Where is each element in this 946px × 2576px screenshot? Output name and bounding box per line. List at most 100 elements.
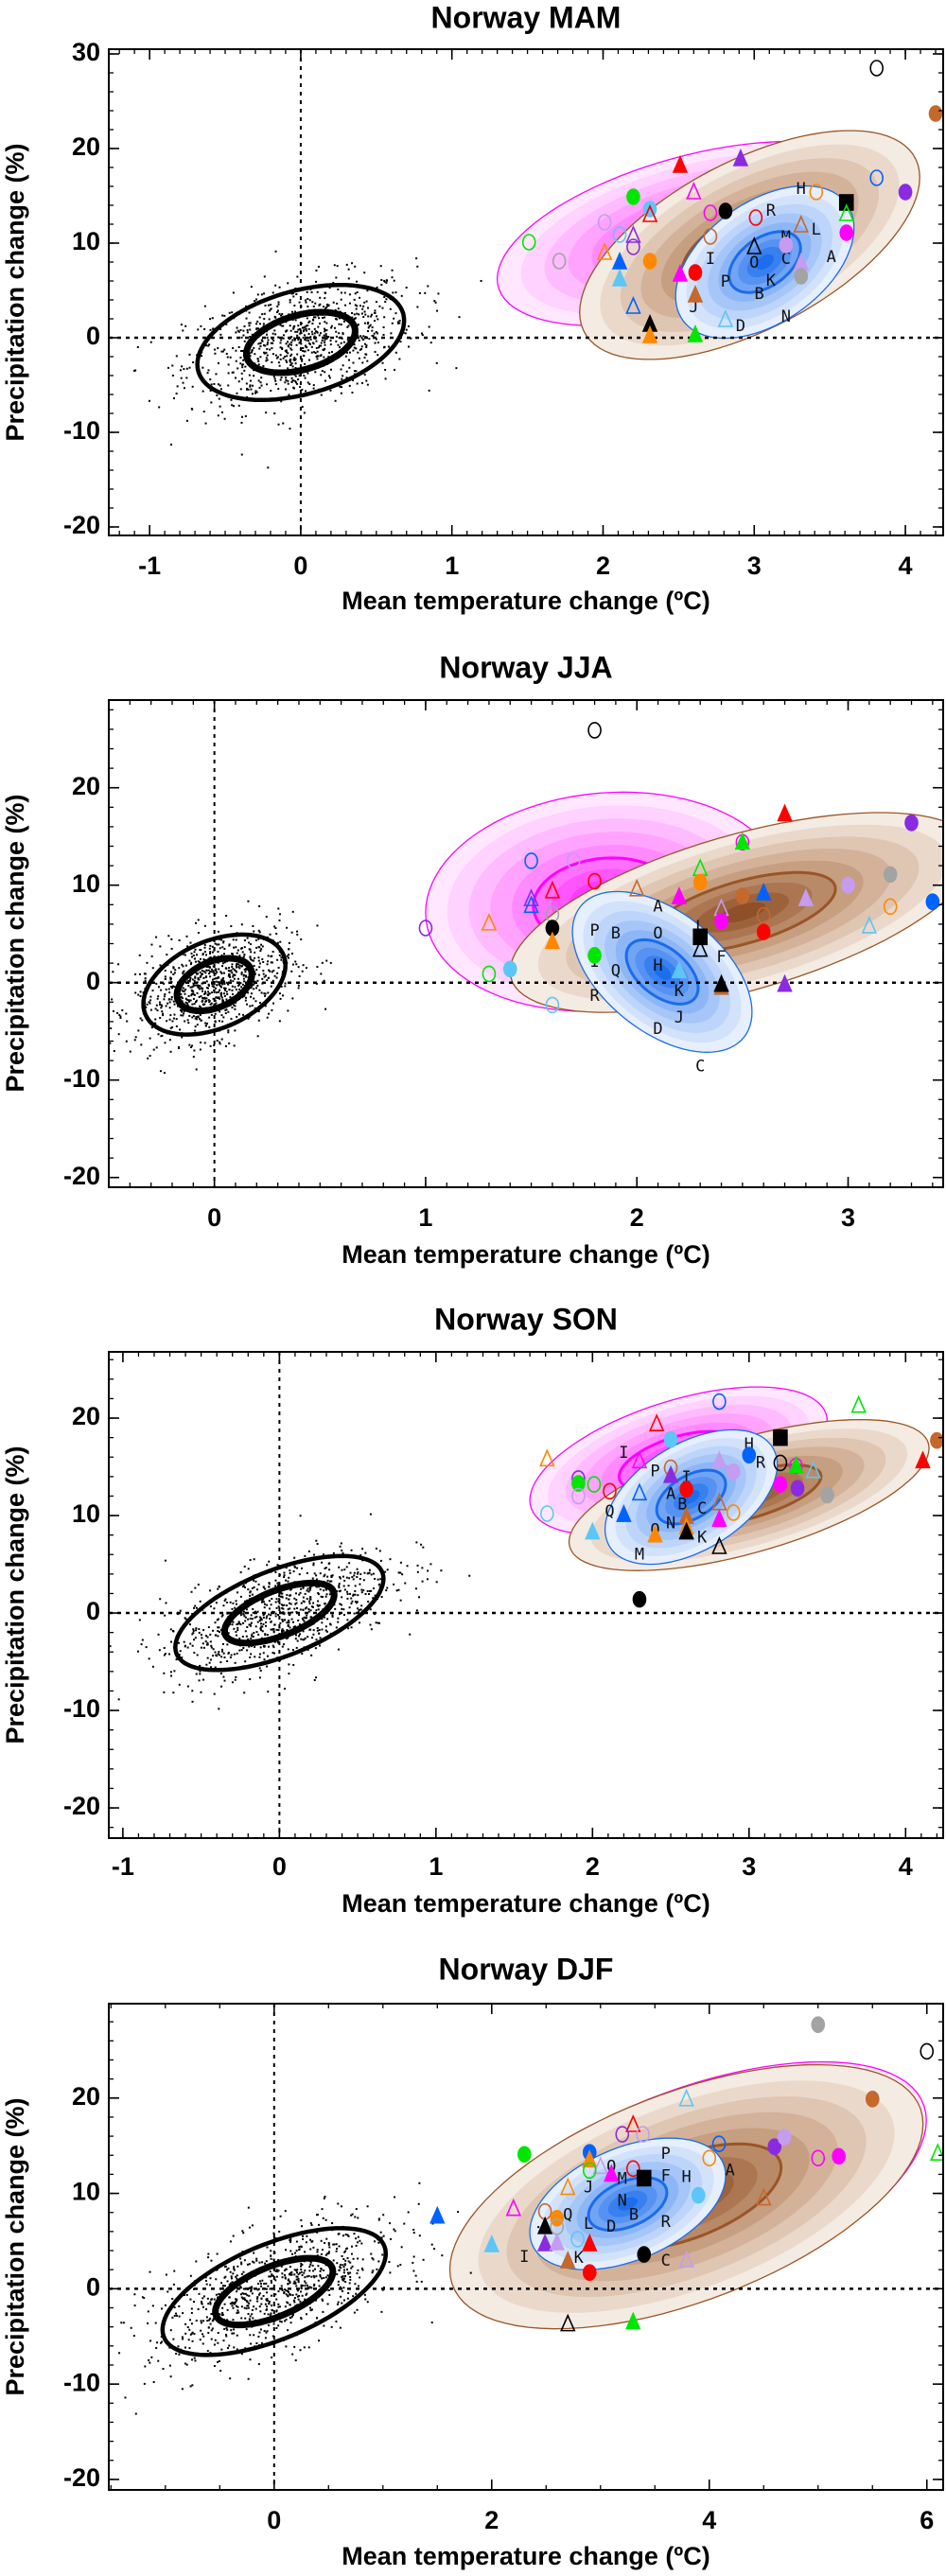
noise-point [209,1658,212,1661]
noise-point [367,326,370,329]
noise-point [213,1043,216,1046]
noise-point [323,1589,325,1592]
noise-point [391,269,394,272]
noise-point [122,2322,125,2324]
noise-point [307,1550,310,1552]
noise-point [353,2311,356,2314]
noise-point [351,1576,354,1579]
noise-point [239,2286,242,2288]
noise-point [293,357,296,359]
model-letter: A [827,248,836,267]
noise-point [244,1616,247,1619]
noise-point [351,391,354,394]
noise-point [216,2252,219,2255]
noise-point [167,1653,170,1656]
noise-point [279,354,282,357]
noise-point [296,330,299,333]
noise-point [371,2271,374,2274]
noise-point [420,1543,423,1546]
noise-point [342,375,344,377]
noise-point [268,2324,271,2327]
y-tick-label: 20 [72,1402,100,1430]
noise-point [293,2345,296,2348]
noise-point [235,2301,237,2304]
noise-point [293,1556,296,1559]
marker-circle-purple-filled [904,814,919,832]
noise-point [264,2303,267,2305]
noise-point [436,309,439,312]
noise-point [227,1632,230,1635]
panel-title: Norway SON [434,1302,618,1336]
noise-point [396,2265,399,2268]
noise-point [335,276,338,279]
noise-point [233,2266,236,2269]
noise-point [297,2279,300,2282]
noise-point [304,1554,307,1557]
noise-point [209,944,212,947]
noise-point [344,2281,347,2284]
noise-point [293,1565,296,1568]
noise-point [282,994,285,997]
noise-point [270,955,272,958]
noise-point [205,344,208,347]
noise-point [247,1638,250,1640]
marker-triangle-orange-open [560,2177,576,2196]
noise-point [295,2293,298,2296]
noise-point [337,1621,340,1623]
noise-point [204,422,207,425]
model-letter: J [689,298,698,317]
noise-point [328,351,331,354]
noise-point [143,2297,146,2300]
noise-point [324,2253,327,2256]
noise-point [263,275,266,278]
noise-point [258,1002,261,1005]
noise-point [155,982,158,985]
noise-point [305,329,307,332]
noise-point [277,2303,280,2305]
noise-point [192,992,195,995]
noise-point [208,1025,211,1028]
noise-point [309,1609,312,1612]
noise-point [394,2196,396,2199]
noise-point [291,2252,294,2255]
noise-point [289,324,291,327]
noise-point [389,1558,392,1561]
noise-point [200,1691,202,1693]
noise-point [243,369,246,372]
noise-point [329,1622,332,1625]
noise-point [232,975,235,978]
noise-point [344,355,347,358]
noise-point [253,1586,255,1588]
marker-circle-lavender-filled [779,237,794,254]
noise-point [327,1562,330,1565]
noise-point [263,1613,266,1616]
noise-point [326,2252,329,2255]
marker-triangle-lightblue-open [717,309,734,327]
noise-point [263,344,266,347]
noise-point [324,1625,327,1628]
plot-frame [108,1351,944,1839]
noise-point [418,291,421,294]
noise-point [290,970,293,973]
noise-point [205,954,208,956]
noise-point [195,1606,198,1609]
noise-point [356,280,359,283]
noise-point [231,2332,234,2335]
noise-point [316,924,319,927]
noise-point [325,1593,328,1596]
noise-point [245,317,248,320]
model-letter: K [674,982,685,1001]
noise-point [219,947,221,950]
noise-point [258,989,261,991]
noise-point [270,961,272,964]
noise-point [178,1683,181,1686]
marker-circle-lavender-open [636,2126,650,2143]
noise-point [366,2301,369,2304]
noise-point [418,2182,421,2184]
noise-point [290,2315,293,2318]
noise-point [297,1619,300,1621]
noise-point [316,2249,319,2252]
marker-triangle-black-open [746,237,762,254]
noise-point [360,1588,363,1591]
noise-point [224,1012,227,1015]
